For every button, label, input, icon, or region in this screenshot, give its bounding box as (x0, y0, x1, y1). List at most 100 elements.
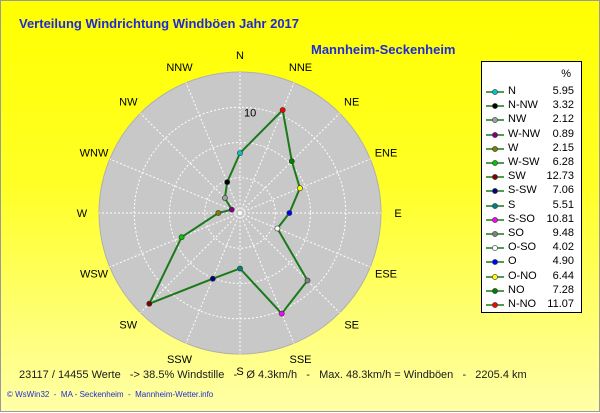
legend-item: NO 7.28 (482, 284, 581, 299)
legend-label: NW (508, 113, 527, 126)
legend-item: W-SW 6.28 (482, 156, 581, 171)
data-point (274, 225, 281, 232)
grid-spoke (185, 212, 241, 344)
grid-ring (169, 142, 311, 284)
legend-value: 7.28 (552, 283, 574, 296)
direction-label: SSW (167, 354, 193, 366)
legend-marker-icon (486, 188, 504, 195)
data-point (215, 210, 222, 216)
legend-label: O-SO (508, 241, 537, 254)
legend-label: W-SW (508, 156, 540, 168)
data-point (278, 310, 285, 317)
legend-item: N 5.95 (482, 85, 581, 100)
legend-marker-icon (486, 259, 504, 266)
legend-value: 5.51 (552, 198, 574, 211)
legend-marker-icon (486, 117, 504, 124)
grid-spoke (239, 212, 371, 268)
grid-spoke (109, 158, 241, 214)
footer-credit: © WsWin32 - MA - Seckenheim - Mannheim-W… (7, 390, 214, 399)
data-point (296, 185, 303, 192)
data-point (237, 265, 243, 272)
legend-item: N-NO 11.07 (482, 298, 581, 313)
legend-marker-icon (486, 131, 504, 138)
legend-marker-icon (486, 216, 504, 223)
legend-item: N-NW 3.32 (482, 99, 581, 114)
legend-item: S 5.51 (482, 199, 581, 214)
legend-label: SO (508, 227, 524, 239)
stats-line: 23117 / 14455 Werte -> 38.5% Windstille … (19, 369, 527, 381)
data-point (286, 210, 293, 216)
data-point (304, 277, 311, 284)
legend-label: S-SW (508, 184, 537, 197)
grid-spoke (109, 212, 241, 268)
legend-item: O 4.90 (482, 255, 581, 270)
legend-label: W (508, 141, 519, 154)
legend: % N 5.95 N-NW 3.32 NW 2.12 W-NW 0.89 W 2.15 W-SW 6.… (481, 61, 582, 313)
radial-tick-label: 10 (244, 107, 256, 119)
grid-spoke (139, 212, 241, 314)
data-point (228, 206, 235, 213)
legend-value: 2.12 (552, 113, 574, 126)
legend-value: 6.44 (552, 269, 574, 282)
legend-marker-icon (486, 145, 504, 152)
legend-value: 9.48 (552, 227, 574, 239)
legend-item: O-SO 4.02 (482, 241, 581, 256)
grid-spoke (239, 112, 341, 214)
legend-marker-icon (486, 202, 504, 209)
direction-label: SE (344, 320, 359, 332)
legend-marker-icon (486, 174, 504, 181)
direction-label: W (77, 208, 88, 220)
grid-spoke (239, 212, 341, 314)
legend-marker-icon (486, 103, 504, 110)
legend-label: O (508, 255, 517, 268)
legend-item: SW 12.73 (482, 170, 581, 185)
legend-value: 10.81 (546, 212, 574, 225)
legend-label: W-NW (508, 127, 541, 140)
direction-label: ESE (375, 269, 397, 281)
direction-label: ENE (375, 148, 398, 160)
legend-value: 11.07 (547, 298, 574, 310)
data-point (146, 300, 153, 307)
legend-value: 2.15 (552, 141, 574, 154)
data-point (221, 194, 228, 201)
direction-label: NW (119, 96, 138, 108)
legend-value: 7.06 (552, 184, 574, 197)
legend-value: 4.90 (552, 255, 574, 268)
legend-value: 12.73 (546, 170, 574, 183)
direction-label: N (236, 50, 244, 62)
legend-label: N-NO (508, 298, 537, 310)
grid-spoke (139, 112, 241, 214)
data-point (237, 150, 243, 156)
legend-value: 3.32 (552, 99, 574, 112)
legend-marker-icon (486, 231, 504, 237)
grid-spoke (239, 82, 295, 214)
legend-label: S-SO (508, 212, 535, 225)
direction-label: E (394, 208, 401, 220)
grid-spoke (185, 82, 241, 214)
direction-label: WNW (80, 148, 109, 160)
direction-label: S (236, 366, 243, 378)
grid-spoke (239, 158, 371, 214)
legend-item: S-SO 10.81 (482, 213, 581, 228)
data-point (178, 234, 185, 241)
direction-label: SSE (289, 354, 311, 366)
legend-value: 0.89 (552, 127, 574, 140)
legend-marker-icon (486, 89, 504, 95)
legend-item: O-NO 6.44 (482, 270, 581, 285)
direction-label: SW (119, 320, 137, 332)
chart-title: Verteilung Windrichtung Windböen Jahr 20… (19, 16, 300, 31)
legend-header: % (561, 68, 571, 80)
legend-marker-icon (486, 273, 504, 280)
chart-subtitle: Mannheim-Seckenheim (311, 42, 456, 57)
legend-item: SO 9.48 (482, 227, 581, 242)
legend-item: NW 2.12 (482, 113, 581, 128)
data-point (224, 179, 231, 185)
legend-label: N (508, 85, 516, 97)
legend-item: W-NW 0.89 (482, 128, 581, 143)
direction-label: NNE (289, 62, 312, 74)
legend-item: W 2.15 (482, 142, 581, 157)
direction-label: NNW (166, 62, 193, 74)
legend-marker-icon (486, 245, 504, 252)
legend-value: 5.95 (552, 85, 574, 97)
